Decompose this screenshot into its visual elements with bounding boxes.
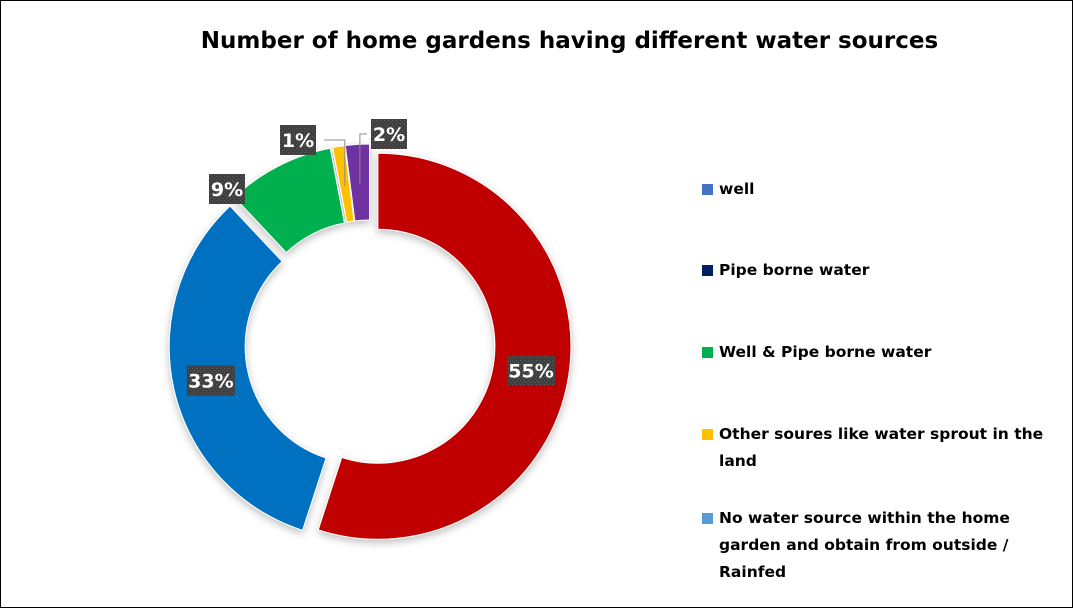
data-label-3: 9% (209, 174, 245, 204)
data-label-box-2 (186, 365, 235, 396)
legend-label-2: Pipe borne water (719, 261, 870, 279)
leader-line-4 (324, 139, 346, 186)
legend-swatch-5 (702, 513, 713, 524)
data-label-text-3: 9% (211, 179, 243, 201)
donut-slice-2 (168, 205, 327, 531)
data-label-text-5: 2% (373, 124, 405, 146)
legend-swatch-1 (702, 184, 713, 195)
data-label-box-5 (371, 119, 407, 149)
data-label-text-1: 55% (508, 360, 553, 382)
donut-slice-4 (331, 145, 355, 223)
legend-label-5: No water source within the home garden a… (719, 509, 1010, 581)
data-label-5: 2% (371, 119, 407, 149)
data-label-text-4: 1% (282, 130, 314, 152)
legend-item-2: Pipe borne water (702, 257, 1047, 284)
legend-label-3: Well & Pipe borne water (719, 343, 932, 361)
data-label-box-4 (280, 125, 316, 155)
legend-item-5: No water source within the home garden a… (702, 505, 1047, 586)
data-label-4: 1% (280, 125, 316, 155)
legend-item-4: Other soures like water sprout in the la… (702, 421, 1047, 475)
donut-slice-1 (317, 152, 572, 540)
legend-swatch-2 (702, 265, 713, 276)
legend-label-4: Other soures like water sprout in the la… (719, 425, 1044, 470)
legend-swatch-3 (702, 347, 713, 358)
legend-label-1: well (719, 180, 755, 198)
data-label-box-3 (209, 174, 245, 204)
legend-swatch-4 (702, 429, 713, 440)
data-label-text-2: 33% (188, 371, 233, 393)
legend-item-1: well (702, 176, 1047, 203)
legend-item-3: Well & Pipe borne water (702, 339, 1047, 366)
leader-line-5 (359, 133, 367, 185)
data-label-2: 33% (186, 365, 235, 396)
chart-title: Number of home gardens having different … (200, 28, 939, 54)
donut-slice-3 (233, 147, 346, 254)
donut-slice-5 (344, 143, 370, 222)
data-label-box-1 (506, 355, 555, 386)
data-label-1: 55% (506, 355, 555, 386)
